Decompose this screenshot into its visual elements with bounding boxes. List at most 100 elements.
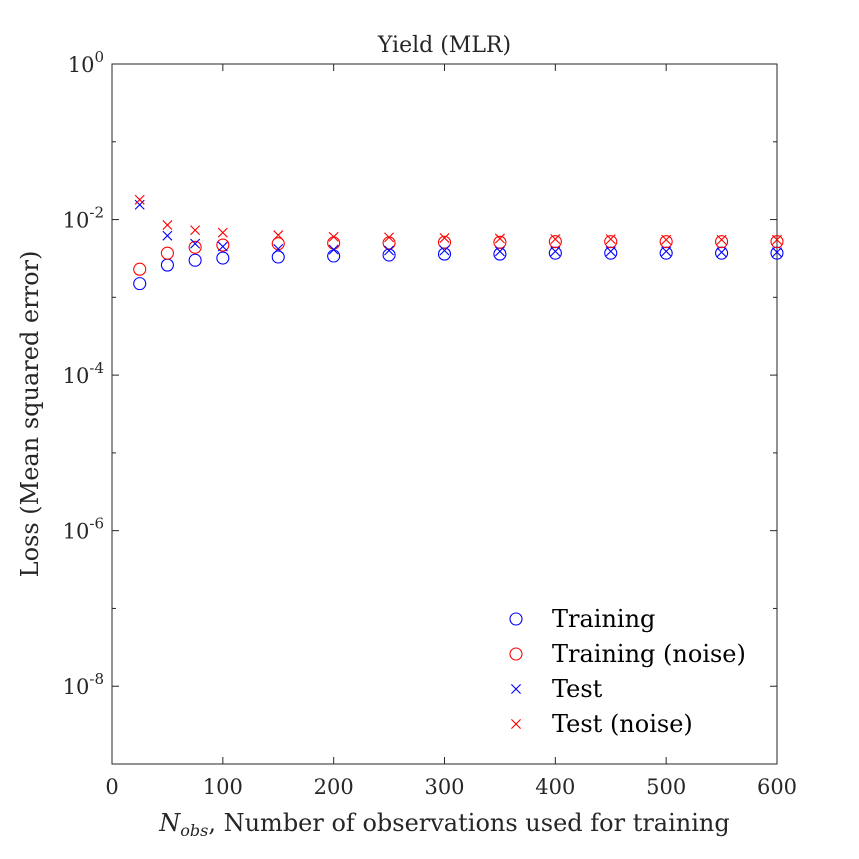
data-point	[659, 235, 673, 249]
y-tick-label-exponent: -8	[89, 670, 104, 688]
data-point	[439, 232, 450, 243]
legend: Training Training (noise) Test Test (noise)	[509, 605, 746, 738]
x-marker-stroke	[605, 246, 616, 257]
x-tick-label: 600	[757, 775, 797, 799]
x-marker-stroke	[550, 234, 561, 245]
x-axis-label-text: , Number of observations used for traini…	[208, 809, 729, 837]
y-tick-label: 10-6	[63, 515, 104, 544]
data-point	[661, 234, 672, 245]
data-point	[217, 241, 228, 252]
y-tick-label-base: 10	[63, 675, 90, 699]
x-marker-stroke	[550, 246, 561, 257]
x-marker-stroke	[384, 232, 395, 243]
data-point	[271, 237, 285, 251]
chart-title: Yield (MLR)	[377, 33, 511, 58]
y-tick-label: 10-2	[63, 204, 104, 233]
y-tick-label: 100	[68, 48, 104, 77]
data-point	[190, 225, 201, 236]
data-point	[134, 199, 145, 210]
data-point	[437, 235, 452, 249]
x-axis-label: Nobs, Number of observations used for tr…	[158, 809, 730, 840]
data-point	[384, 245, 395, 256]
y-tick-label-exponent: -6	[89, 515, 104, 533]
x-marker-stroke	[162, 230, 173, 241]
y-tick-label-base: 10	[68, 53, 95, 77]
x-marker-stroke	[384, 245, 395, 256]
y-tick-label-exponent: -2	[89, 204, 104, 222]
x-marker-stroke	[190, 225, 201, 236]
x-marker-stroke	[134, 199, 145, 210]
data-point	[439, 245, 450, 256]
x-marker-stroke	[661, 234, 672, 245]
data-point	[217, 227, 228, 238]
data-point	[134, 194, 145, 205]
x-marker-stroke	[217, 241, 228, 252]
data-point	[162, 220, 173, 231]
y-tick-label: 10-4	[63, 359, 104, 388]
data-point	[216, 251, 230, 265]
data-markers	[133, 194, 784, 291]
data-point	[604, 235, 618, 249]
y-tick-label-base: 10	[63, 364, 90, 388]
data-point	[162, 230, 173, 241]
data-point	[493, 235, 507, 249]
legend-label: Test	[552, 675, 603, 703]
data-point	[133, 262, 147, 276]
x-marker-stroke	[772, 234, 782, 245]
x-marker-stroke	[511, 719, 521, 729]
data-point	[494, 246, 505, 257]
x-marker-stroke	[328, 244, 339, 255]
data-point	[548, 235, 562, 249]
x-tick-label: 500	[646, 775, 686, 799]
data-point	[216, 238, 230, 252]
data-point	[328, 244, 339, 255]
x-axis-label-symbol: N	[158, 809, 181, 837]
data-point	[550, 246, 561, 257]
x-marker-stroke	[134, 194, 145, 205]
data-point	[770, 235, 784, 249]
y-axis-label: Loss (Mean squared error)	[16, 251, 44, 578]
x-marker-stroke	[162, 220, 173, 231]
data-point	[550, 234, 561, 245]
legend-marker	[511, 719, 521, 729]
y-tick-label: 10-8	[63, 670, 104, 699]
data-point	[328, 231, 339, 242]
x-tick-label: 200	[314, 775, 354, 799]
x-axis: 0 100 200 300 400 500 600	[105, 64, 797, 799]
x-marker-stroke	[328, 231, 339, 242]
data-point	[716, 234, 727, 245]
y-tick-label-exponent: -4	[89, 359, 104, 377]
data-point	[605, 234, 616, 245]
data-point	[494, 233, 505, 244]
data-point	[188, 240, 202, 254]
plot-area	[111, 63, 778, 765]
data-point	[273, 243, 284, 254]
x-marker-stroke	[661, 246, 672, 257]
x-marker-stroke	[605, 234, 616, 245]
x-marker-stroke	[772, 247, 782, 258]
data-point	[160, 246, 174, 260]
y-tick-label-base: 10	[63, 520, 90, 544]
x-marker-stroke	[716, 234, 727, 245]
x-tick-label: 100	[203, 775, 243, 799]
x-marker-stroke	[511, 684, 521, 694]
x-marker-stroke	[273, 243, 284, 254]
legend-marker	[509, 612, 523, 626]
data-point	[661, 246, 672, 257]
series-test	[134, 199, 782, 258]
legend-label: Training (noise)	[552, 640, 746, 668]
x-tick-label: 0	[105, 775, 118, 799]
legend-label: Test (noise)	[552, 710, 693, 738]
data-point	[605, 246, 616, 257]
x-tick-label: 300	[424, 775, 464, 799]
data-point	[271, 250, 285, 264]
data-point	[772, 247, 782, 258]
data-point	[772, 234, 782, 245]
x-marker-stroke	[217, 227, 228, 238]
x-marker-stroke	[716, 247, 727, 258]
x-axis-label-subscript: obs	[180, 821, 208, 840]
x-marker-stroke	[439, 232, 450, 243]
x-marker-stroke	[494, 246, 505, 257]
